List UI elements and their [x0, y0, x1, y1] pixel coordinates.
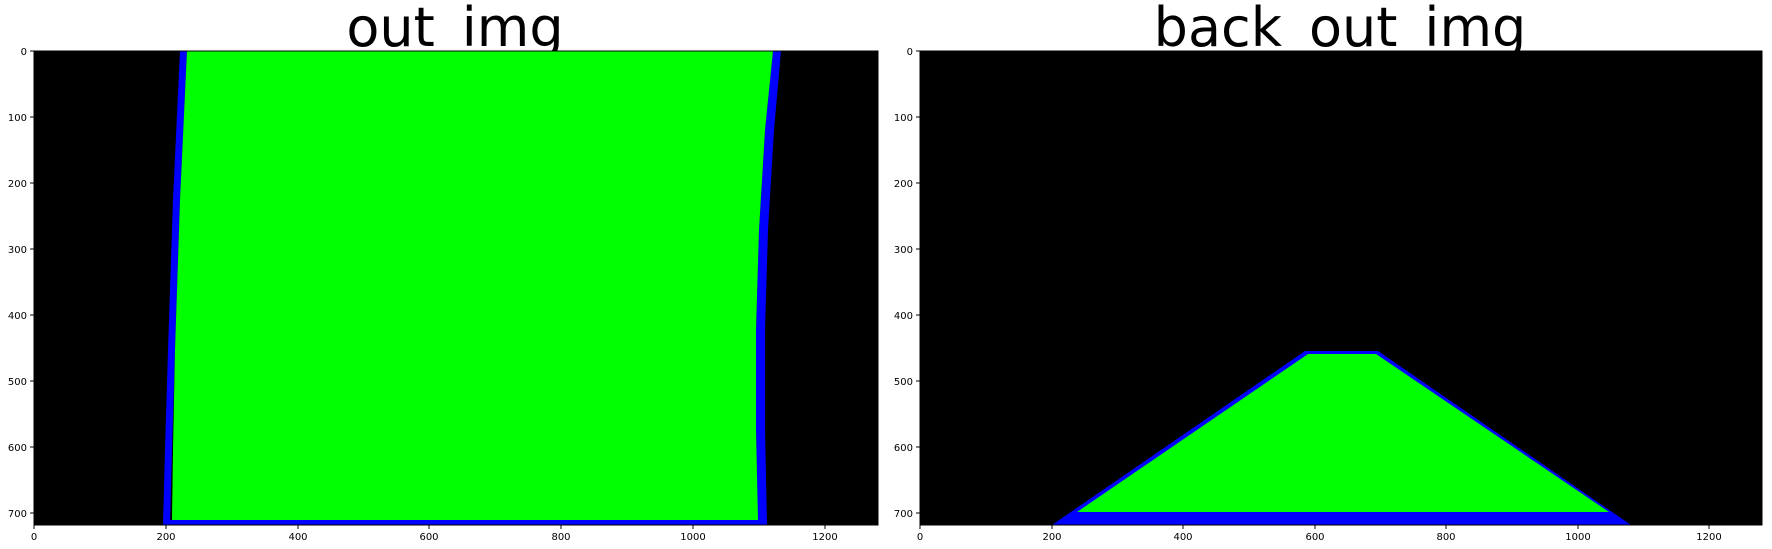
y-axis-out-img: 0 100 200 300 400 500 600 700: [8, 47, 34, 520]
y-axis-back-out-img: 0 100 200 300 400 500 600 700: [894, 47, 920, 520]
x-tick-label: 400: [288, 532, 307, 543]
x-tick-label: 0: [917, 532, 923, 543]
bottom-lane-line: [170, 520, 760, 525]
x-tick-label: 1000: [680, 532, 705, 543]
axes-frame-back-out-img: [919, 50, 1763, 526]
y-tick-label: 400: [8, 311, 27, 322]
x-tick-label: 400: [1173, 532, 1192, 543]
y-tick-label: 100: [8, 113, 27, 124]
left-lane-line: [163, 51, 187, 525]
y-tick-label: 400: [894, 311, 913, 322]
x-tick-label: 200: [1042, 532, 1061, 543]
x-axis-back-out-img: 0 200 400 600 800 1000 1200: [917, 525, 1722, 543]
lane-area: [172, 51, 773, 520]
y-tick-label: 700: [894, 509, 913, 520]
x-tick-label: 1200: [812, 532, 837, 543]
x-axis-out-img: 0 200 400 600 800 1000 1200: [31, 525, 838, 543]
y-tick-label: 200: [894, 179, 913, 190]
right-lane-line: [756, 51, 781, 525]
axes-frame-out-img: [33, 50, 879, 526]
x-tick-label: 200: [156, 532, 175, 543]
image-back-out-img: [920, 51, 1762, 525]
y-tick-label: 0: [21, 47, 27, 58]
y-tick-label: 200: [8, 179, 27, 190]
x-tick-label: 1200: [1696, 532, 1721, 543]
x-tick-label: 800: [551, 532, 570, 543]
panel-title-out-img: out_img: [346, 0, 563, 59]
y-tick-label: 500: [8, 377, 27, 388]
y-tick-label: 0: [907, 47, 913, 58]
y-tick-label: 700: [8, 509, 27, 520]
image-out-img: [34, 51, 878, 525]
y-tick-label: 100: [894, 113, 913, 124]
y-tick-label: 300: [894, 245, 913, 256]
y-tick-label: 600: [894, 443, 913, 454]
x-tick-label: 600: [419, 532, 438, 543]
x-tick-label: 800: [1436, 532, 1455, 543]
x-tick-label: 0: [31, 532, 37, 543]
x-tick-label: 1000: [1565, 532, 1590, 543]
x-tick-label: 600: [1305, 532, 1324, 543]
lane-area: [1077, 354, 1609, 512]
panel-out-img: out_img 0 100 200 300 400 500: [8, 0, 879, 543]
y-tick-label: 600: [8, 443, 27, 454]
y-tick-label: 300: [8, 245, 27, 256]
panel-back-out-img: back_out_img 0 100 200 300 400 500 600: [894, 0, 1763, 543]
panel-title-back-out-img: back_out_img: [1154, 0, 1527, 59]
y-tick-label: 500: [894, 377, 913, 388]
